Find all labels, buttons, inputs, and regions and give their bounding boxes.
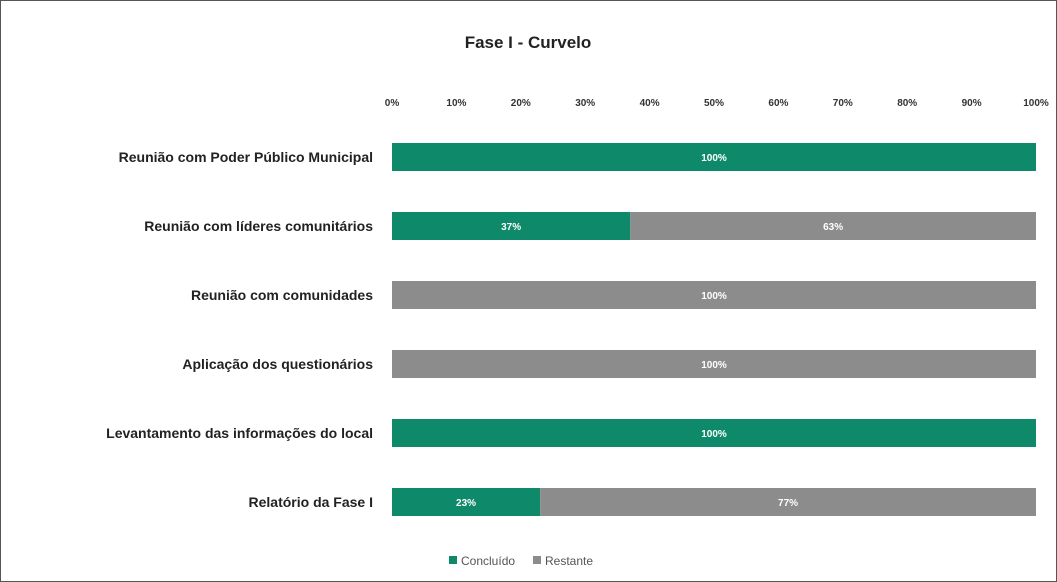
bar-restante	[630, 212, 1036, 240]
category-label: Aplicação dos questionários	[182, 356, 373, 372]
data-label: 100%	[701, 153, 727, 164]
category-label: Reunião com comunidades	[191, 287, 373, 303]
category-label: Relatório da Fase I	[249, 494, 373, 510]
category-label: Reunião com líderes comunitários	[144, 218, 373, 234]
data-label: 100%	[701, 360, 727, 371]
x-tick-label: 100%	[1023, 98, 1049, 109]
x-tick-label: 40%	[640, 98, 660, 109]
x-tick-label: 50%	[704, 98, 724, 109]
bar-concluido	[392, 212, 631, 240]
chart-title: Fase I - Curvelo	[465, 33, 592, 52]
category-label: Levantamento das informações do local	[106, 425, 373, 441]
bar-restante	[392, 281, 1036, 309]
legend-swatch	[449, 556, 457, 564]
legend-label: Restante	[545, 554, 593, 568]
x-tick-label: 70%	[833, 98, 853, 109]
legend: Concluído Restante	[449, 554, 593, 568]
x-tick-label: 0%	[385, 98, 400, 109]
bar-concluido	[392, 419, 1036, 447]
x-tick-label: 60%	[768, 98, 788, 109]
data-label: 63%	[823, 222, 843, 233]
x-tick-label: 30%	[575, 98, 595, 109]
bar-restante	[540, 488, 1036, 516]
x-tick-label: 80%	[897, 98, 917, 109]
x-tick-label: 20%	[511, 98, 531, 109]
legend-label: Concluído	[461, 554, 515, 568]
x-axis-ticks: 0% 10% 20% 30% 40% 50% 60% 70% 80% 90% 100%	[385, 98, 1049, 109]
bar-concluido	[392, 488, 541, 516]
x-tick-label: 90%	[962, 98, 982, 109]
category-label: Reunião com Poder Público Municipal	[119, 149, 373, 165]
legend-swatch	[533, 556, 541, 564]
data-label: 77%	[778, 498, 798, 509]
data-label: 100%	[701, 291, 727, 302]
bar-concluido	[392, 143, 1036, 171]
category-labels: Reunião com Poder Público Municipal Reuni…	[106, 149, 373, 510]
data-label: 37%	[501, 222, 521, 233]
bar-group: 100% 37% 63% 100% 100% 100% 23% 77%	[392, 143, 1036, 516]
data-label: 100%	[701, 429, 727, 440]
data-label: 23%	[456, 498, 476, 509]
bar-restante	[392, 350, 1036, 378]
x-tick-label: 10%	[446, 98, 466, 109]
